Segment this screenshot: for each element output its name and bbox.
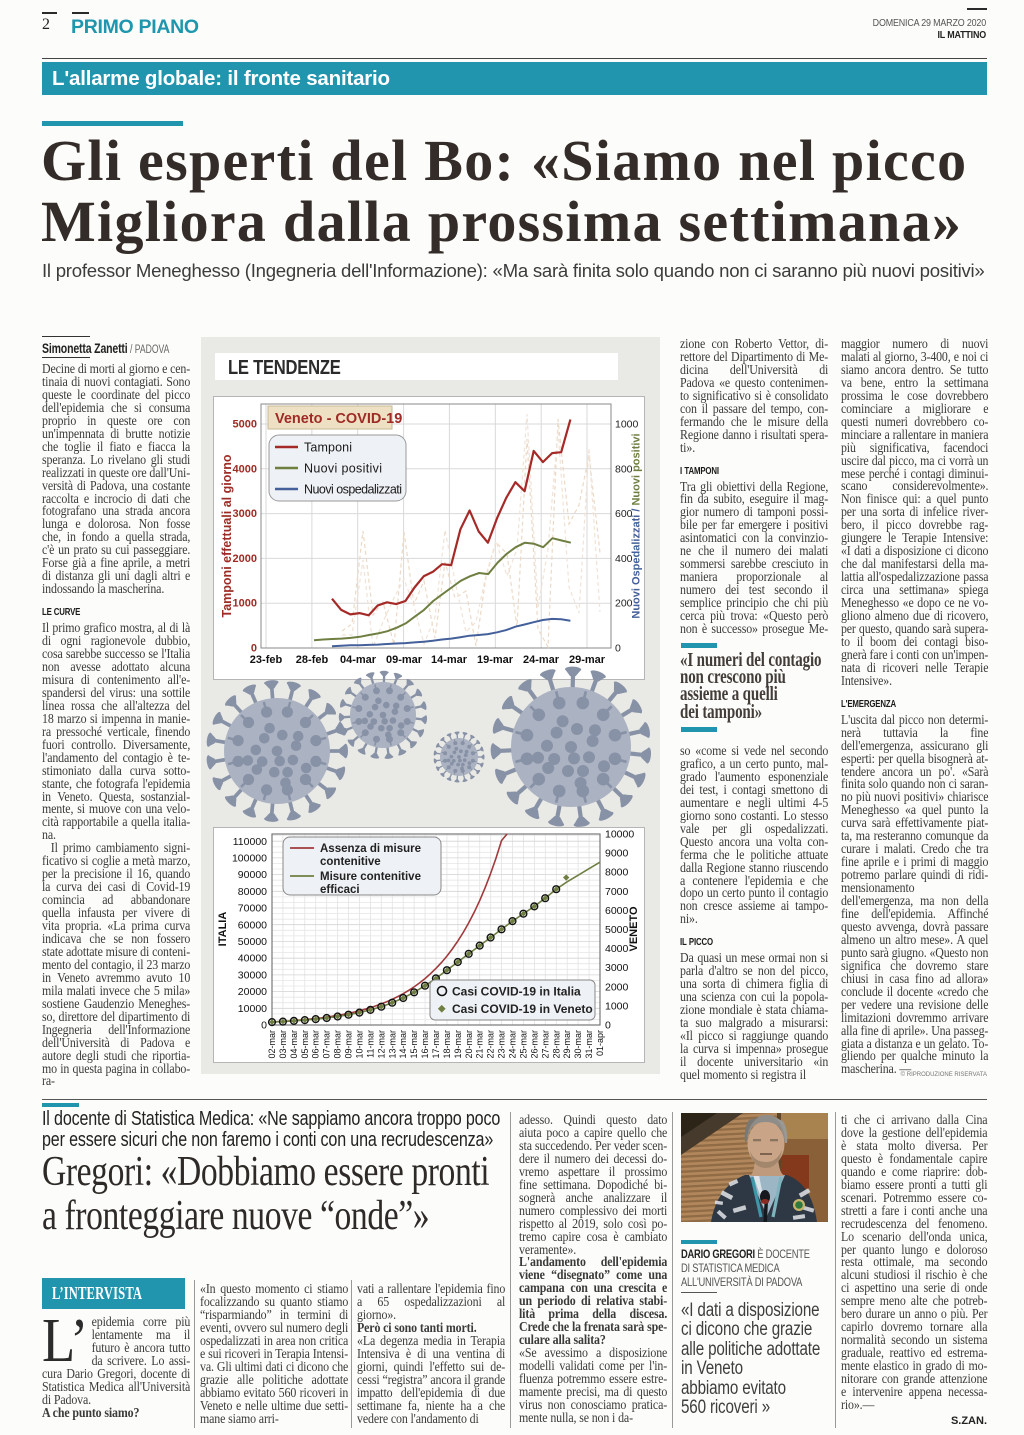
svg-text:24-mar: 24-mar — [508, 1030, 518, 1059]
svg-text:22-mar: 22-mar — [486, 1030, 496, 1059]
svg-text:18-mar: 18-mar — [442, 1030, 452, 1059]
svg-text:28-feb: 28-feb — [296, 654, 329, 666]
svg-text:Casi COVID-19 in Italia: Casi COVID-19 in Italia — [452, 985, 581, 999]
svg-text:8000: 8000 — [605, 867, 629, 879]
svg-text:200: 200 — [615, 598, 633, 610]
svg-text:100000: 100000 — [232, 853, 267, 865]
svg-text:08-mar: 08-mar — [333, 1030, 343, 1059]
svg-text:05-mar: 05-mar — [300, 1030, 310, 1059]
svg-text:70000: 70000 — [238, 903, 267, 915]
svg-text:Assenza di misure: Assenza di misure — [320, 843, 421, 855]
svg-text:Nuovi Ospedalizzati / Nuovi po: Nuovi Ospedalizzati / Nuovi positivi — [631, 433, 643, 618]
svg-text:23-mar: 23-mar — [497, 1030, 507, 1059]
svg-text:06-mar: 06-mar — [311, 1030, 321, 1059]
svg-text:800: 800 — [615, 463, 633, 475]
svg-text:30-mar: 30-mar — [573, 1030, 583, 1059]
svg-text:15-mar: 15-mar — [409, 1030, 419, 1059]
svg-text:27-mar: 27-mar — [540, 1030, 550, 1059]
svg-text:Nuovi positivi: Nuovi positivi — [304, 462, 382, 476]
svg-text:contenitive: contenitive — [320, 856, 381, 868]
svg-text:4000: 4000 — [605, 943, 629, 955]
svg-text:0: 0 — [605, 1020, 611, 1032]
svg-text:07-mar: 07-mar — [322, 1030, 332, 1059]
svg-text:24-mar: 24-mar — [523, 654, 560, 666]
svg-text:90000: 90000 — [238, 869, 267, 881]
svg-text:VENETO: VENETO — [628, 906, 640, 951]
svg-text:Veneto - COVID-19: Veneto - COVID-19 — [275, 411, 402, 427]
svg-text:110000: 110000 — [233, 836, 267, 848]
svg-text:5000: 5000 — [605, 924, 629, 936]
svg-text:Nuovi ospedalizzati: Nuovi ospedalizzati — [304, 483, 402, 497]
svg-text:40000: 40000 — [238, 953, 267, 965]
svg-text:11-mar: 11-mar — [365, 1030, 375, 1058]
svg-text:1000: 1000 — [605, 1000, 629, 1012]
svg-text:19-mar: 19-mar — [477, 654, 514, 666]
svg-text:Casi COVID-19 in Veneto: Casi COVID-19 in Veneto — [452, 1002, 593, 1016]
svg-text:7000: 7000 — [605, 886, 629, 898]
svg-text:30000: 30000 — [238, 969, 267, 981]
svg-text:efficaci: efficaci — [320, 884, 360, 896]
svg-text:20-mar: 20-mar — [464, 1030, 474, 1059]
svg-text:13-mar: 13-mar — [387, 1030, 397, 1059]
svg-text:19-mar: 19-mar — [453, 1030, 463, 1059]
svg-text:28-mar: 28-mar — [551, 1030, 561, 1059]
svg-text:ITALIA: ITALIA — [217, 912, 229, 947]
svg-text:20000: 20000 — [238, 986, 267, 998]
svg-text:14-mar: 14-mar — [431, 654, 468, 666]
svg-text:12-mar: 12-mar — [376, 1030, 386, 1059]
svg-text:0: 0 — [261, 1020, 267, 1032]
svg-text:03-mar: 03-mar — [278, 1030, 288, 1059]
svg-text:31-mar: 31-mar — [584, 1030, 594, 1059]
svg-text:9000: 9000 — [605, 848, 629, 860]
svg-text:09-mar: 09-mar — [344, 1030, 354, 1059]
svg-text:1000: 1000 — [233, 598, 257, 610]
svg-text:Tamponi: Tamponi — [304, 441, 352, 455]
svg-text:10000: 10000 — [605, 829, 634, 841]
svg-text:16-mar: 16-mar — [420, 1030, 430, 1059]
svg-text:2000: 2000 — [605, 981, 629, 993]
svg-text:26-mar: 26-mar — [529, 1030, 539, 1059]
svg-text:21-mar: 21-mar — [475, 1030, 485, 1059]
svg-text:0: 0 — [615, 643, 621, 655]
svg-text:23-feb: 23-feb — [250, 654, 283, 666]
svg-text:2000: 2000 — [233, 553, 257, 565]
svg-text:80000: 80000 — [238, 886, 267, 898]
svg-text:400: 400 — [615, 553, 633, 565]
svg-text:5000: 5000 — [233, 419, 257, 431]
svg-text:04-mar: 04-mar — [289, 1030, 299, 1059]
svg-text:25-mar: 25-mar — [519, 1030, 529, 1059]
svg-text:6000: 6000 — [605, 905, 629, 917]
svg-text:600: 600 — [615, 508, 633, 520]
svg-text:04-mar: 04-mar — [340, 654, 377, 666]
svg-text:14-mar: 14-mar — [398, 1030, 408, 1059]
svg-text:29-mar: 29-mar — [569, 654, 606, 666]
svg-text:Tamponi effettuali al giorno: Tamponi effettuali al giorno — [220, 454, 234, 617]
svg-text:02-mar: 02-mar — [267, 1030, 277, 1059]
svg-text:50000: 50000 — [238, 936, 267, 948]
svg-text:17-mar: 17-mar — [431, 1030, 441, 1059]
svg-text:09-mar: 09-mar — [386, 654, 423, 666]
svg-text:3000: 3000 — [233, 508, 257, 520]
svg-text:01-apr: 01-apr — [595, 1030, 605, 1056]
svg-text:1000: 1000 — [615, 419, 639, 431]
svg-text:60000: 60000 — [238, 919, 267, 931]
svg-text:Misure contenitive: Misure contenitive — [320, 871, 421, 883]
svg-text:4000: 4000 — [233, 463, 257, 475]
svg-text:3000: 3000 — [605, 962, 629, 974]
svg-text:10000: 10000 — [238, 1003, 267, 1015]
svg-text:0: 0 — [251, 643, 257, 655]
svg-text:29-mar: 29-mar — [562, 1030, 572, 1059]
svg-text:10-mar: 10-mar — [355, 1030, 365, 1059]
